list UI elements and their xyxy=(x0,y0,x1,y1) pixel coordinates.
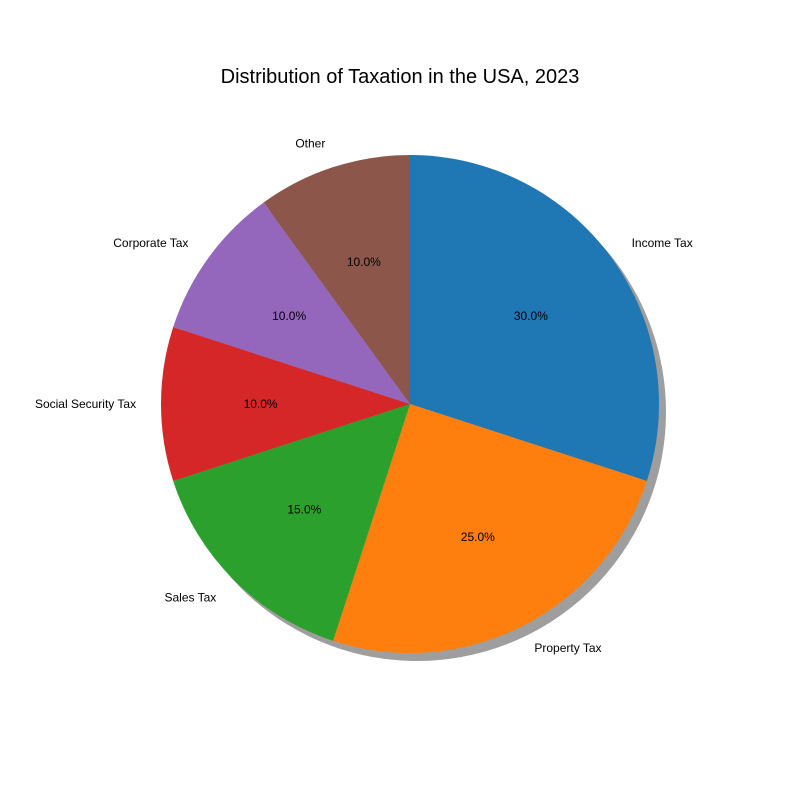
slice-sales-tax xyxy=(173,404,410,641)
label-corporate-tax: Corporate Tax xyxy=(113,236,188,250)
label-social-security-tax: Social Security Tax xyxy=(35,397,136,411)
chart-title: Distribution of Taxation in the USA, 202… xyxy=(220,66,580,88)
pct-sales-tax: 15.0% xyxy=(287,503,321,517)
label-sales-tax: Sales Tax xyxy=(165,591,217,605)
pct-property-tax: 25.0% xyxy=(461,530,495,544)
pie-slices xyxy=(160,155,659,653)
pct-corporate-tax: 10.0% xyxy=(272,309,306,323)
pct-social-security-tax: 10.0% xyxy=(244,397,278,411)
label-income-tax: Income Tax xyxy=(632,236,693,250)
label-property-tax: Property Tax xyxy=(534,641,601,655)
pct-other: 10.0% xyxy=(347,255,381,269)
slice-corporate-tax xyxy=(173,202,410,404)
slice-social-security-tax xyxy=(160,327,410,481)
pct-income-tax: 30.0% xyxy=(514,309,548,323)
slice-other xyxy=(263,155,410,404)
label-other: Other xyxy=(295,137,325,151)
slice-income-tax xyxy=(410,155,659,481)
slice-property-tax xyxy=(333,404,647,653)
pie-labels: Income Tax 30.0% Property Tax 25.0% Sales Ta… xyxy=(35,137,693,656)
